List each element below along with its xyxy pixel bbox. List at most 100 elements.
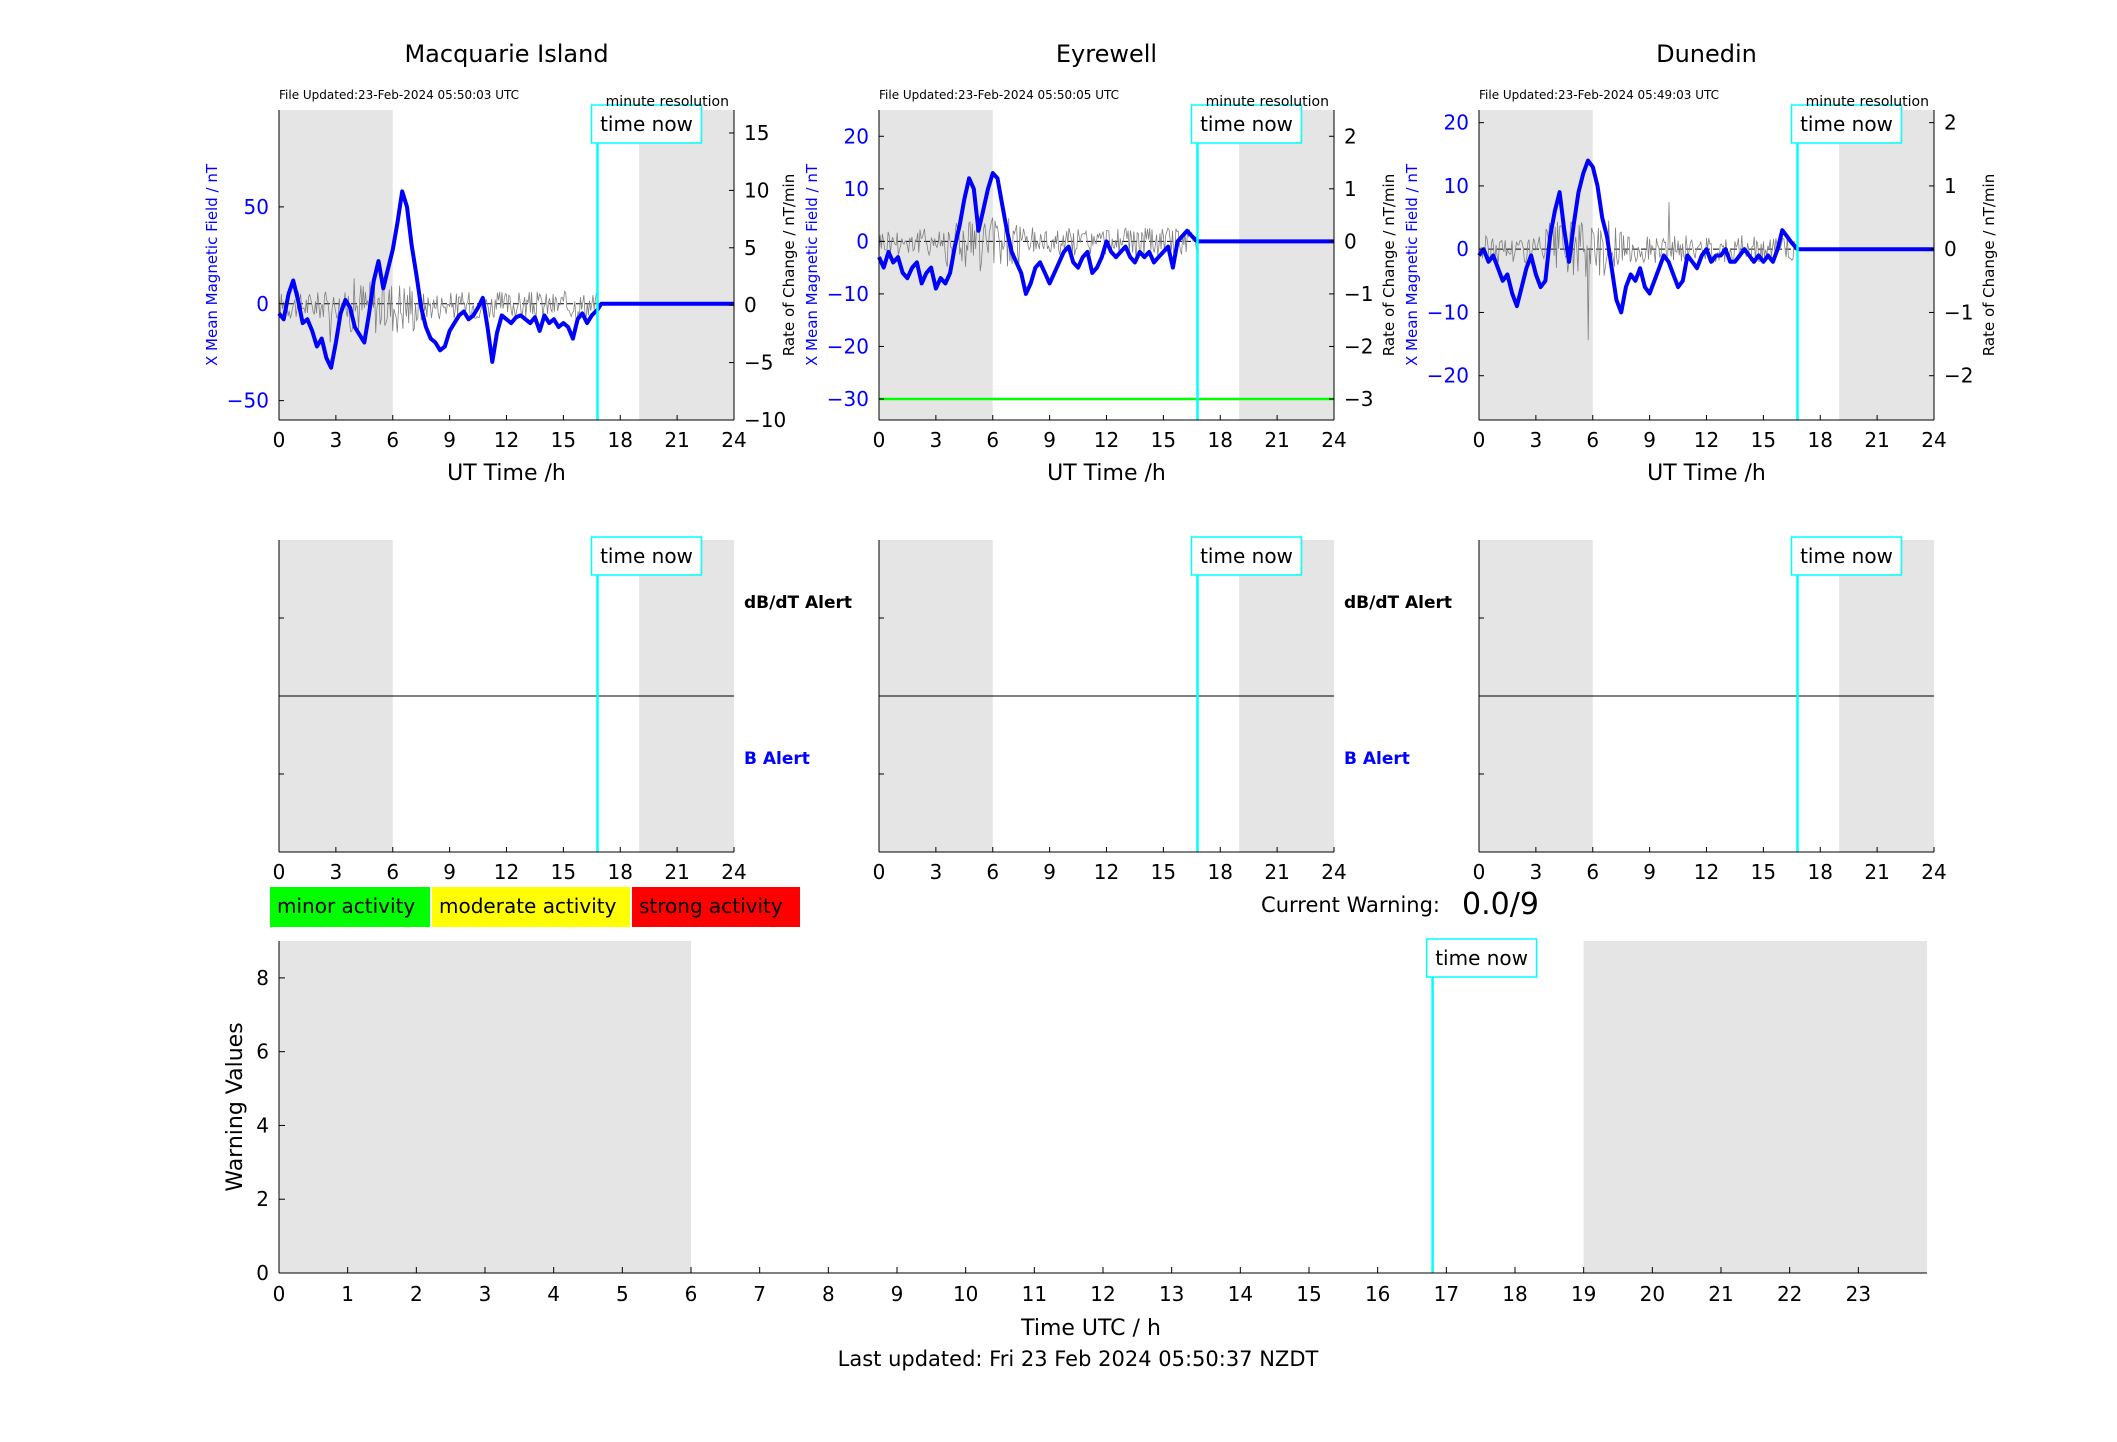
y-axis-label-left: X Mean Magnetic Field / nT bbox=[803, 163, 821, 366]
x-tick-label: 23 bbox=[1846, 1282, 1871, 1306]
time-now-box bbox=[1425, 938, 1538, 978]
time-now-box bbox=[1790, 536, 1903, 576]
x-tick-label: 3 bbox=[479, 1282, 492, 1306]
x-tick-label: 6 bbox=[386, 860, 399, 884]
y-tick-label: 0 bbox=[256, 1261, 269, 1285]
b-alert-label: B Alert bbox=[1344, 749, 1410, 769]
x-tick-label: 6 bbox=[986, 428, 999, 452]
x-tick-label: 0 bbox=[273, 1282, 286, 1306]
y-axis-label-left: X Mean Magnetic Field / nT bbox=[203, 163, 221, 366]
x-tick-label: 21 bbox=[1864, 428, 1889, 452]
x-tick-label: 15 bbox=[1296, 1282, 1321, 1306]
panel-eyrewell: Eyrewell File Updated:23-Feb-2024 05:50:0… bbox=[803, 40, 1398, 486]
y-axis-label-right: Rate of Change / nT/min bbox=[1380, 174, 1398, 356]
x-tick-label: 20 bbox=[1640, 1282, 1665, 1306]
time-now-box bbox=[590, 536, 703, 576]
x-tick-label: 0 bbox=[873, 860, 886, 884]
dbdt-alert-label: dB/dT Alert bbox=[1344, 593, 1452, 613]
x-tick-label: 24 bbox=[721, 428, 746, 452]
legend-label-1: minor activity bbox=[277, 894, 415, 918]
x-tick-label: 12 bbox=[1694, 860, 1719, 884]
current-warning-value: 0.0/9 bbox=[1462, 887, 1539, 922]
y-tick-label-right: −1 bbox=[1944, 300, 1973, 324]
x-tick-label: 9 bbox=[891, 1282, 904, 1306]
night-shade bbox=[1583, 941, 1927, 1273]
current-warning-label: Current Warning: bbox=[1261, 893, 1440, 917]
time-now-box bbox=[1190, 104, 1303, 144]
x-tick-label: 24 bbox=[721, 860, 746, 884]
x-tick-label: 7 bbox=[753, 1282, 766, 1306]
legend-label-3: strong activity bbox=[639, 894, 783, 918]
y-axis-label-right: Rate of Change / nT/min bbox=[1980, 174, 1998, 356]
x-tick-label: 15 bbox=[1151, 428, 1176, 452]
y-tick-label: 2 bbox=[256, 1187, 269, 1211]
chart-title: Eyrewell bbox=[1056, 40, 1157, 68]
x-tick-label: 24 bbox=[1321, 428, 1346, 452]
rate-of-change-line bbox=[278, 277, 597, 343]
time-now-label: time now bbox=[1800, 112, 1893, 136]
x-tick-label: 12 bbox=[494, 860, 519, 884]
y-tick-label-right: −2 bbox=[1944, 364, 1973, 388]
x-tick-label: 12 bbox=[1090, 1282, 1115, 1306]
y-tick-label: 4 bbox=[256, 1113, 269, 1137]
x-tick-label: 9 bbox=[1043, 428, 1056, 452]
x-tick-label: 12 bbox=[1094, 860, 1119, 884]
x-tick-label: 18 bbox=[1208, 428, 1233, 452]
night-shade bbox=[279, 110, 393, 420]
night-shade bbox=[279, 941, 691, 1273]
magnetic-field-line bbox=[277, 189, 734, 370]
x-tick-label: 0 bbox=[1473, 860, 1486, 884]
y-tick-label-left: 0 bbox=[1456, 237, 1469, 261]
x-tick-label: 6 bbox=[1586, 860, 1599, 884]
y-tick-label-right: 0 bbox=[1944, 237, 1957, 261]
y-tick-label-left: −20 bbox=[1427, 364, 1469, 388]
x-tick-label: 15 bbox=[1751, 860, 1776, 884]
rate-of-change-line bbox=[878, 215, 1197, 272]
x-tick-label: 24 bbox=[1321, 860, 1346, 884]
x-tick-label: 12 bbox=[1094, 428, 1119, 452]
y-tick-label-right: −10 bbox=[744, 408, 786, 432]
magnetic-field-line bbox=[1477, 158, 1934, 315]
y-tick-label-left: 10 bbox=[844, 177, 869, 201]
x-tick-label: 24 bbox=[1921, 860, 1946, 884]
x-tick-label: 17 bbox=[1434, 1282, 1459, 1306]
resolution-label: minute resolution bbox=[1806, 94, 1929, 110]
y-tick-label-right: 1 bbox=[1944, 174, 1957, 198]
x-tick-label: 11 bbox=[1022, 1282, 1047, 1306]
night-shade bbox=[1239, 110, 1334, 420]
x-tick-label: 1 bbox=[341, 1282, 354, 1306]
night-shade bbox=[1839, 110, 1934, 420]
night-shade bbox=[879, 110, 993, 420]
x-axis-label: UT Time /h bbox=[1047, 461, 1166, 486]
x-tick-label: 0 bbox=[873, 428, 886, 452]
y-tick-label-right: 0 bbox=[744, 293, 757, 317]
activity-legend: minor activity moderate activity strong ac… bbox=[270, 887, 800, 927]
x-tick-label: 18 bbox=[1808, 428, 1833, 452]
y-tick-label-left: −30 bbox=[827, 387, 869, 411]
x-tick-label: 24 bbox=[1921, 428, 1946, 452]
y-tick-label-left: −10 bbox=[1427, 300, 1469, 324]
x-tick-label: 12 bbox=[1694, 428, 1719, 452]
x-tick-label: 12 bbox=[494, 428, 519, 452]
x-tick-label: 15 bbox=[551, 860, 576, 884]
x-tick-label: 18 bbox=[1502, 1282, 1527, 1306]
y-tick-label-left: −10 bbox=[827, 282, 869, 306]
y-axis-label: Warning Values bbox=[223, 1022, 248, 1191]
y-tick-label-right: 2 bbox=[1344, 124, 1357, 148]
x-tick-label: 3 bbox=[930, 428, 943, 452]
x-tick-label: 6 bbox=[685, 1282, 698, 1306]
x-tick-label: 21 bbox=[664, 860, 689, 884]
x-tick-label: 18 bbox=[608, 860, 633, 884]
y-tick-label-right: 15 bbox=[744, 121, 769, 145]
chart-title: Dunedin bbox=[1656, 40, 1757, 68]
x-tick-label: 19 bbox=[1571, 1282, 1596, 1306]
x-tick-label: 15 bbox=[1151, 860, 1176, 884]
file-updated: File Updated:23-Feb-2024 05:50:05 UTC bbox=[879, 88, 1119, 102]
time-now-label: time now bbox=[600, 544, 693, 568]
time-now-label: time now bbox=[1435, 946, 1528, 970]
x-tick-label: 15 bbox=[551, 428, 576, 452]
y-tick-label-left: 20 bbox=[1444, 111, 1469, 135]
x-tick-label: 14 bbox=[1228, 1282, 1253, 1306]
